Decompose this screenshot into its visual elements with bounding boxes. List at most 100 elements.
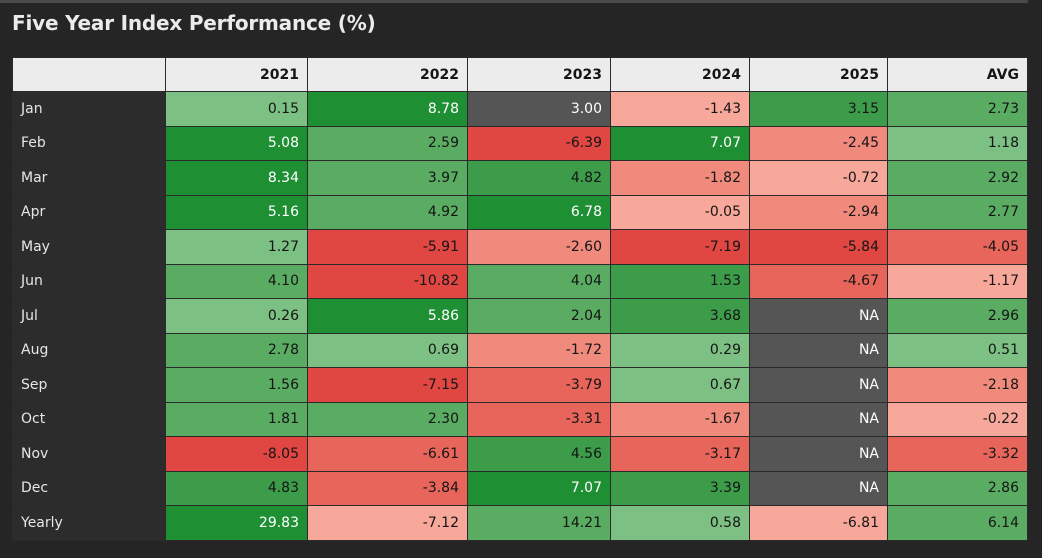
value-cell-2022: -3.84 [307, 470, 468, 506]
column-header-avg: AVG [887, 57, 1028, 92]
value-cell-2022: 2.59 [307, 125, 468, 161]
table-row: Jan 0.15 8.78 3.00 -1.43 3.15 2.73 [12, 91, 1028, 127]
table-header: 2021 2022 2023 2024 2025 AVG [12, 57, 1028, 92]
row-label: Mar [12, 160, 166, 196]
value-cell-2025: -0.72 [749, 160, 888, 196]
value-cell-2022: -10.82 [307, 263, 468, 299]
value-cell-2025: NA [749, 332, 888, 368]
value-cell-2025: 3.15 [749, 91, 888, 127]
value-cell-2025: NA [749, 401, 888, 437]
column-header-2024: 2024 [610, 57, 750, 92]
value-cell-avg: -4.05 [887, 229, 1028, 265]
corner-header-cell [12, 57, 166, 92]
value-cell-2021: 29.83 [165, 505, 308, 541]
value-cell-2022: -5.91 [307, 229, 468, 265]
value-cell-2023: 4.82 [467, 160, 611, 196]
value-cell-2021: 0.15 [165, 91, 308, 127]
value-cell-2022: 5.86 [307, 298, 468, 334]
value-cell-2023: -6.39 [467, 125, 611, 161]
value-cell-2023: -3.79 [467, 367, 611, 403]
value-cell-2024: -0.05 [610, 194, 750, 230]
table-row: Nov -8.05 -6.61 4.56 -3.17 NA -3.32 [12, 436, 1028, 472]
row-label: Jan [12, 91, 166, 127]
value-cell-2023: 7.07 [467, 470, 611, 506]
value-cell-avg: -3.32 [887, 436, 1028, 472]
value-cell-2024: 0.67 [610, 367, 750, 403]
value-cell-2025: -2.94 [749, 194, 888, 230]
value-cell-2024: -7.19 [610, 229, 750, 265]
column-header-2022: 2022 [307, 57, 468, 92]
value-cell-avg: 6.14 [887, 505, 1028, 541]
value-cell-avg: -2.18 [887, 367, 1028, 403]
value-cell-2025: NA [749, 367, 888, 403]
value-cell-avg: 2.92 [887, 160, 1028, 196]
row-label: May [12, 229, 166, 265]
row-label: Jul [12, 298, 166, 334]
value-cell-2023: -2.60 [467, 229, 611, 265]
value-cell-2022: 3.97 [307, 160, 468, 196]
table-row: Jul 0.26 5.86 2.04 3.68 NA 2.96 [12, 298, 1028, 334]
table-row: Dec 4.83 -3.84 7.07 3.39 NA 2.86 [12, 470, 1028, 506]
column-header-2023: 2023 [467, 57, 611, 92]
value-cell-avg: 2.77 [887, 194, 1028, 230]
value-cell-2025: -2.45 [749, 125, 888, 161]
value-cell-2021: 5.16 [165, 194, 308, 230]
value-cell-2021: 0.26 [165, 298, 308, 334]
value-cell-2025: -6.81 [749, 505, 888, 541]
value-cell-avg: 2.96 [887, 298, 1028, 334]
value-cell-2022: 2.30 [307, 401, 468, 437]
value-cell-2023: 14.21 [467, 505, 611, 541]
value-cell-2021: 1.56 [165, 367, 308, 403]
column-header-2025: 2025 [749, 57, 888, 92]
row-label: Dec [12, 470, 166, 506]
table-row: Sep 1.56 -7.15 -3.79 0.67 NA -2.18 [12, 367, 1028, 403]
value-cell-2023: 4.04 [467, 263, 611, 299]
value-cell-2024: 1.53 [610, 263, 750, 299]
value-cell-2024: 3.39 [610, 470, 750, 506]
value-cell-2024: 7.07 [610, 125, 750, 161]
table-row: Aug 2.78 0.69 -1.72 0.29 NA 0.51 [12, 332, 1028, 368]
value-cell-2023: 4.56 [467, 436, 611, 472]
table-row: Jun 4.10 -10.82 4.04 1.53 -4.67 -1.17 [12, 263, 1028, 299]
row-label: Oct [12, 401, 166, 437]
value-cell-2025: NA [749, 298, 888, 334]
value-cell-2023: -1.72 [467, 332, 611, 368]
row-label: Jun [12, 263, 166, 299]
table-row: Mar 8.34 3.97 4.82 -1.82 -0.72 2.92 [12, 160, 1028, 196]
value-cell-2025: NA [749, 436, 888, 472]
value-cell-2025: -5.84 [749, 229, 888, 265]
row-label: Sep [12, 367, 166, 403]
value-cell-2022: 0.69 [307, 332, 468, 368]
value-cell-2024: -1.82 [610, 160, 750, 196]
value-cell-2021: 4.10 [165, 263, 308, 299]
value-cell-2021: 4.83 [165, 470, 308, 506]
value-cell-2024: 0.29 [610, 332, 750, 368]
row-label: Yearly [12, 505, 166, 541]
value-cell-2021: 5.08 [165, 125, 308, 161]
table-row: Feb 5.08 2.59 -6.39 7.07 -2.45 1.18 [12, 125, 1028, 161]
header-row: 2021 2022 2023 2024 2025 AVG [12, 57, 1028, 92]
table-row: Yearly 29.83 -7.12 14.21 0.58 -6.81 6.14 [12, 505, 1028, 541]
value-cell-2023: -3.31 [467, 401, 611, 437]
row-label: Nov [12, 436, 166, 472]
value-cell-2021: 2.78 [165, 332, 308, 368]
value-cell-2023: 3.00 [467, 91, 611, 127]
table-body: Jan 0.15 8.78 3.00 -1.43 3.15 2.73 Feb 5.08 2.59-… [12, 91, 1028, 541]
value-cell-2024: -3.17 [610, 436, 750, 472]
value-cell-2021: -8.05 [165, 436, 308, 472]
value-cell-2022: -7.12 [307, 505, 468, 541]
value-cell-2022: 8.78 [307, 91, 468, 127]
value-cell-2024: -1.43 [610, 91, 750, 127]
table-row: May 1.27 -5.91 -2.60 -7.19 -5.84 -4.05 [12, 229, 1028, 265]
value-cell-2024: 3.68 [610, 298, 750, 334]
row-label: Apr [12, 194, 166, 230]
value-cell-2025: NA [749, 470, 888, 506]
value-cell-2024: 0.58 [610, 505, 750, 541]
value-cell-2022: -7.15 [307, 367, 468, 403]
table-row: Oct 1.81 2.30 -3.31 -1.67 NA -0.22 [12, 401, 1028, 437]
value-cell-avg: -1.17 [887, 263, 1028, 299]
table-row: Apr 5.16 4.92 6.78 -0.05 -2.94 2.77 [12, 194, 1028, 230]
value-cell-2025: -4.67 [749, 263, 888, 299]
value-cell-2023: 6.78 [467, 194, 611, 230]
value-cell-avg: 2.86 [887, 470, 1028, 506]
